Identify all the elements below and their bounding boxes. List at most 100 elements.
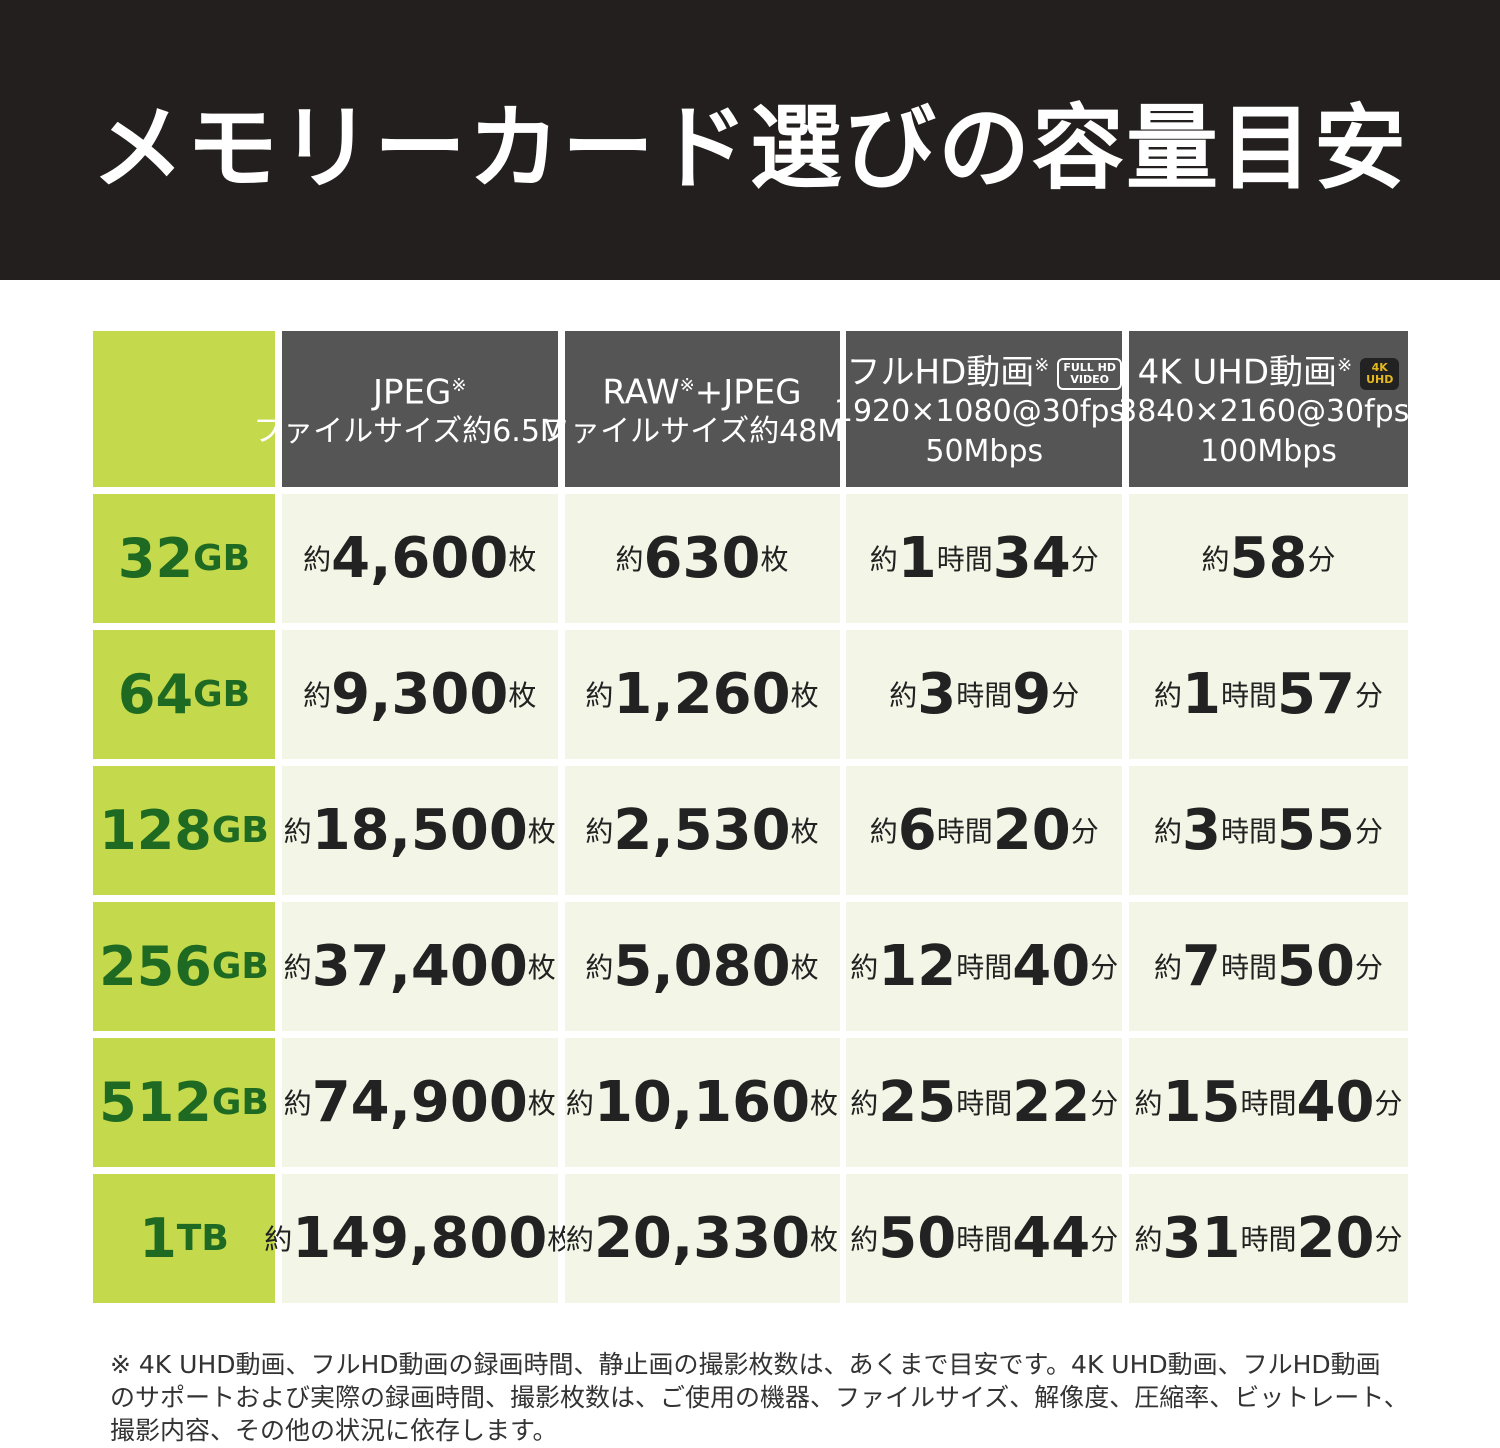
value-unit: 分 <box>1070 543 1099 577</box>
header-title: 4K UHD動画 <box>1137 352 1337 393</box>
value-cell: 約 630 枚 <box>564 493 840 623</box>
header-title: フルHD動画 <box>846 352 1035 393</box>
note-mark: ※ <box>679 374 695 396</box>
value-unit: 約 <box>869 543 898 577</box>
value-number: 2,530 <box>613 797 791 863</box>
value-cell: 約 149,800 枚 <box>264 1173 575 1303</box>
value-unit: 約 <box>283 1087 312 1121</box>
value-unit: 分 <box>1374 1223 1403 1257</box>
header-title-line: 4K UHD動画※ 4K UHD <box>1138 346 1400 392</box>
banner: メモリーカード選びの容量目安 <box>0 0 1500 280</box>
value-number: 58 <box>1229 525 1308 591</box>
footnote-line: ※ 4K UHD動画、フルHD動画の録画時間、静止画の撮影枚数は、あくまで目安で… <box>110 1350 1381 1379</box>
value-cell: 約 3 時間 9 分 <box>846 629 1123 759</box>
value-unit: 約 <box>869 815 898 849</box>
value-unit: 約 <box>850 1223 879 1257</box>
value-unit: 約 <box>585 815 614 849</box>
value-unit: 約 <box>1154 815 1183 849</box>
capacity-unit: GB <box>193 673 251 715</box>
value-number: 50 <box>878 1205 957 1271</box>
value-unit: 時間 <box>1221 951 1278 985</box>
capacity-unit: GB <box>211 1081 269 1123</box>
value-cell: 約 20,330 枚 <box>564 1173 840 1303</box>
value-unit: 枚 <box>527 1087 556 1121</box>
value-number: 6 <box>897 797 937 863</box>
value-number: 630 <box>643 525 761 591</box>
capacity-unit: TB <box>176 1217 229 1259</box>
value-cell: 約 15 時間 40 分 <box>1129 1037 1408 1167</box>
badge-text: UHD <box>1366 372 1394 386</box>
capacity-cell: 128 GB <box>93 765 275 895</box>
capacity-cell: 512 GB <box>93 1037 275 1167</box>
value-number: 34 <box>992 525 1071 591</box>
value-cell: 約 58 分 <box>1129 493 1408 623</box>
footnote-line: 撮影内容、その他の状況に依存します。 <box>110 1416 558 1445</box>
value-unit: 分 <box>1374 1087 1403 1121</box>
value-cell: 約 2,530 枚 <box>564 765 840 895</box>
value-unit: 枚 <box>790 815 819 849</box>
value-number: 20,330 <box>593 1205 811 1271</box>
value-unit: 約 <box>1154 679 1183 713</box>
capacity-number: 512 <box>99 1070 212 1134</box>
value-number: 15 <box>1162 1069 1241 1135</box>
value-unit: 約 <box>585 951 614 985</box>
capacity-cell: 32 GB <box>93 493 275 623</box>
value-number: 40 <box>1012 933 1091 999</box>
badge-text: VIDEO <box>1070 372 1109 386</box>
header-line: 3840×2160@30fps, <box>1118 394 1419 430</box>
value-unit: 時間 <box>1221 815 1278 849</box>
value-number: 40 <box>1296 1069 1375 1135</box>
corner-cell <box>93 331 275 487</box>
value-unit: 約 <box>303 543 332 577</box>
value-unit: 枚 <box>790 951 819 985</box>
capacity-number: 1 <box>139 1206 177 1270</box>
value-cell: 約 9,300 枚 <box>281 629 558 759</box>
value-unit: 枚 <box>790 679 819 713</box>
value-unit: 約 <box>850 1087 879 1121</box>
value-number: 25 <box>878 1069 957 1135</box>
value-unit: 分 <box>1090 1087 1119 1121</box>
value-unit: 約 <box>1154 951 1183 985</box>
value-unit: 約 <box>615 543 644 577</box>
value-unit: 枚 <box>760 543 789 577</box>
value-unit: 時間 <box>956 1087 1013 1121</box>
capacity-unit: GB <box>211 809 269 851</box>
badge-text: 4K <box>1371 360 1388 374</box>
value-unit: 時間 <box>1240 1087 1297 1121</box>
value-cell: 約 74,900 枚 <box>281 1037 558 1167</box>
value-unit: 約 <box>303 679 332 713</box>
value-number: 20 <box>1296 1205 1375 1271</box>
value-cell: 約 1 時間 34 分 <box>846 493 1123 623</box>
footnote-line: のサポートおよび実際の録画時間、撮影枚数は、ご使用の機器、ファイルサイズ、解像度… <box>110 1383 1409 1412</box>
column-header: フルHD動画※ FULL HD VIDEO 1920×1080@30fps, 50Mbp… <box>834 331 1135 487</box>
badge: 4K UHD <box>1360 357 1400 390</box>
value-cell: 約 37,400 枚 <box>281 901 558 1031</box>
title: メモリーカード選びの容量目安 <box>91 94 1408 202</box>
value-unit: 分 <box>1307 543 1336 577</box>
value-cell: 約 6 時間 20 分 <box>846 765 1123 895</box>
value-number: 10,160 <box>593 1069 811 1135</box>
capacity-number: 128 <box>99 798 212 862</box>
value-number: 55 <box>1277 797 1355 863</box>
column-header: JPEG※ ファイルサイズ約6.5MB <box>253 331 586 487</box>
value-number: 1 <box>1182 661 1221 727</box>
value-unit: 時間 <box>956 679 1013 713</box>
value-number: 74,900 <box>311 1069 528 1135</box>
value-unit: 分 <box>1070 815 1099 849</box>
column-header: 4K UHD動画※ 4K UHD 3840×2160@30fps, 100Mbps <box>1118 331 1419 487</box>
value-unit: 分 <box>1354 815 1383 849</box>
value-unit: 時間 <box>1221 679 1278 713</box>
header-line: 50Mbps <box>925 434 1044 470</box>
value-number: 22 <box>1012 1069 1091 1135</box>
value-number: 9,300 <box>331 661 509 727</box>
value-number: 50 <box>1277 933 1355 999</box>
value-number: 3 <box>1182 797 1221 863</box>
value-unit: 枚 <box>527 951 556 985</box>
value-unit: 時間 <box>956 1223 1013 1257</box>
value-cell: 約 50 時間 44 分 <box>846 1173 1123 1303</box>
value-cell: 約 1 時間 57 分 <box>1129 629 1408 759</box>
value-cell: 約 12 時間 40 分 <box>846 901 1123 1031</box>
capacity-cell: 1 TB <box>93 1173 275 1303</box>
header-title-line: JPEG※ <box>373 366 466 412</box>
